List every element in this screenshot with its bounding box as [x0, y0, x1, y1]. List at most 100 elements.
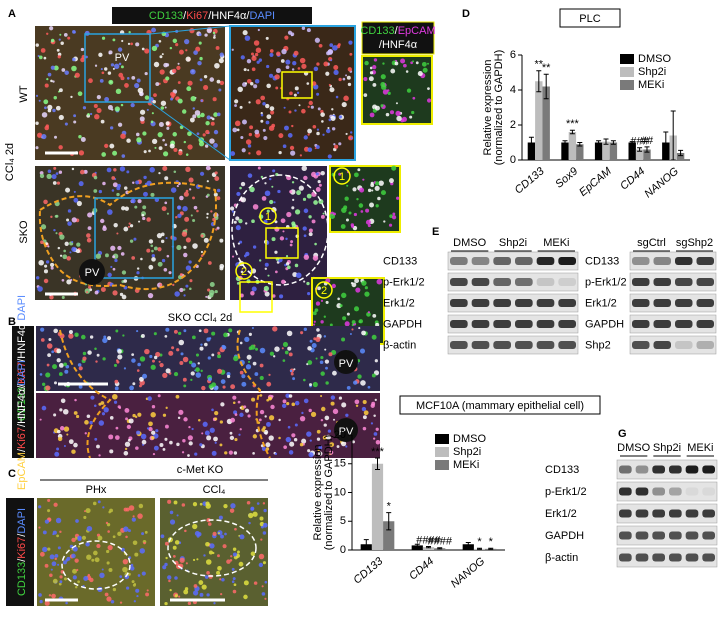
cell: [325, 381, 329, 385]
cell: [153, 332, 157, 336]
cell: [285, 262, 290, 266]
cell: [131, 580, 135, 584]
chart-title: PLC: [579, 13, 600, 25]
cell: [93, 104, 98, 109]
cell: [76, 242, 81, 247]
cell: [179, 361, 184, 366]
cell: [375, 440, 381, 445]
cell: [338, 396, 343, 400]
cell: [125, 535, 128, 539]
cell: [179, 557, 185, 563]
cell: [197, 532, 202, 537]
cell: [118, 62, 122, 66]
cell: [236, 282, 240, 285]
cell: [147, 396, 152, 401]
cell: [294, 263, 299, 268]
band: [675, 341, 693, 349]
cell: [132, 413, 136, 418]
cell: [139, 356, 146, 362]
cell: [205, 165, 211, 171]
cell: [322, 212, 325, 215]
cell: [380, 190, 387, 196]
cell: [38, 55, 43, 60]
cell: [251, 55, 257, 61]
cell: [198, 41, 202, 45]
cell: [229, 431, 233, 435]
cell: [164, 334, 168, 338]
band: [652, 509, 665, 518]
cell: [38, 593, 42, 597]
cell: [324, 359, 330, 364]
cell: [120, 252, 125, 256]
cell: [169, 519, 176, 525]
cell: [288, 352, 293, 357]
band: [669, 487, 682, 496]
cell: [164, 562, 168, 567]
cell: [151, 436, 155, 440]
cell: [120, 103, 124, 107]
cell: [243, 594, 248, 600]
cell: [264, 291, 270, 297]
cell: [320, 214, 325, 219]
cell: [236, 191, 241, 197]
cell: [101, 36, 106, 40]
stain-name: HNF4α: [382, 39, 418, 51]
cell: [193, 205, 198, 210]
cell: [256, 502, 260, 505]
cell: [217, 530, 223, 536]
cell: [101, 71, 105, 75]
cell: [206, 193, 210, 197]
cell: [268, 177, 272, 181]
cell: [119, 292, 124, 297]
cell: [345, 74, 348, 77]
cell: [49, 26, 54, 31]
cell: [172, 236, 177, 241]
cell: [286, 211, 292, 218]
cell: [72, 546, 78, 552]
band: [702, 509, 715, 518]
cell: [216, 79, 221, 84]
cell: [375, 427, 379, 431]
cell: [363, 93, 368, 97]
cell: [249, 186, 255, 193]
cell: [389, 110, 395, 115]
roi-box: [281, 71, 313, 99]
cell: [172, 283, 175, 287]
cell: [401, 116, 407, 122]
blot-label: CD133: [545, 464, 579, 476]
cell: [310, 411, 317, 418]
cell: [54, 451, 60, 457]
cell: [180, 352, 184, 356]
error-bar: [610, 140, 616, 145]
cell: [422, 67, 428, 73]
cell: [207, 522, 212, 526]
x-tick-label: CD133: [351, 555, 386, 587]
cell: [83, 576, 89, 582]
cell: [257, 166, 261, 170]
cell: [327, 49, 333, 55]
cell: [369, 112, 375, 118]
cell: [192, 590, 199, 596]
band: [450, 299, 468, 307]
cell: [177, 98, 183, 104]
cell: [71, 217, 77, 223]
band: [653, 299, 671, 307]
cell: [139, 116, 145, 122]
cell: [206, 517, 211, 523]
cell: [259, 409, 265, 415]
cell: [122, 566, 128, 573]
blot-label: Erk1/2: [585, 297, 617, 309]
blot-label: GAPDH: [585, 318, 624, 330]
significance: *: [387, 501, 392, 513]
cell: [369, 66, 373, 70]
cell: [139, 376, 144, 382]
micrograph: [35, 26, 225, 160]
cell: [364, 291, 370, 297]
cell: [113, 400, 118, 404]
cell: [345, 413, 349, 417]
cell: [108, 79, 114, 85]
cell: [238, 433, 241, 436]
cell: [309, 439, 312, 442]
cell: [212, 531, 217, 536]
cell: [291, 221, 296, 226]
